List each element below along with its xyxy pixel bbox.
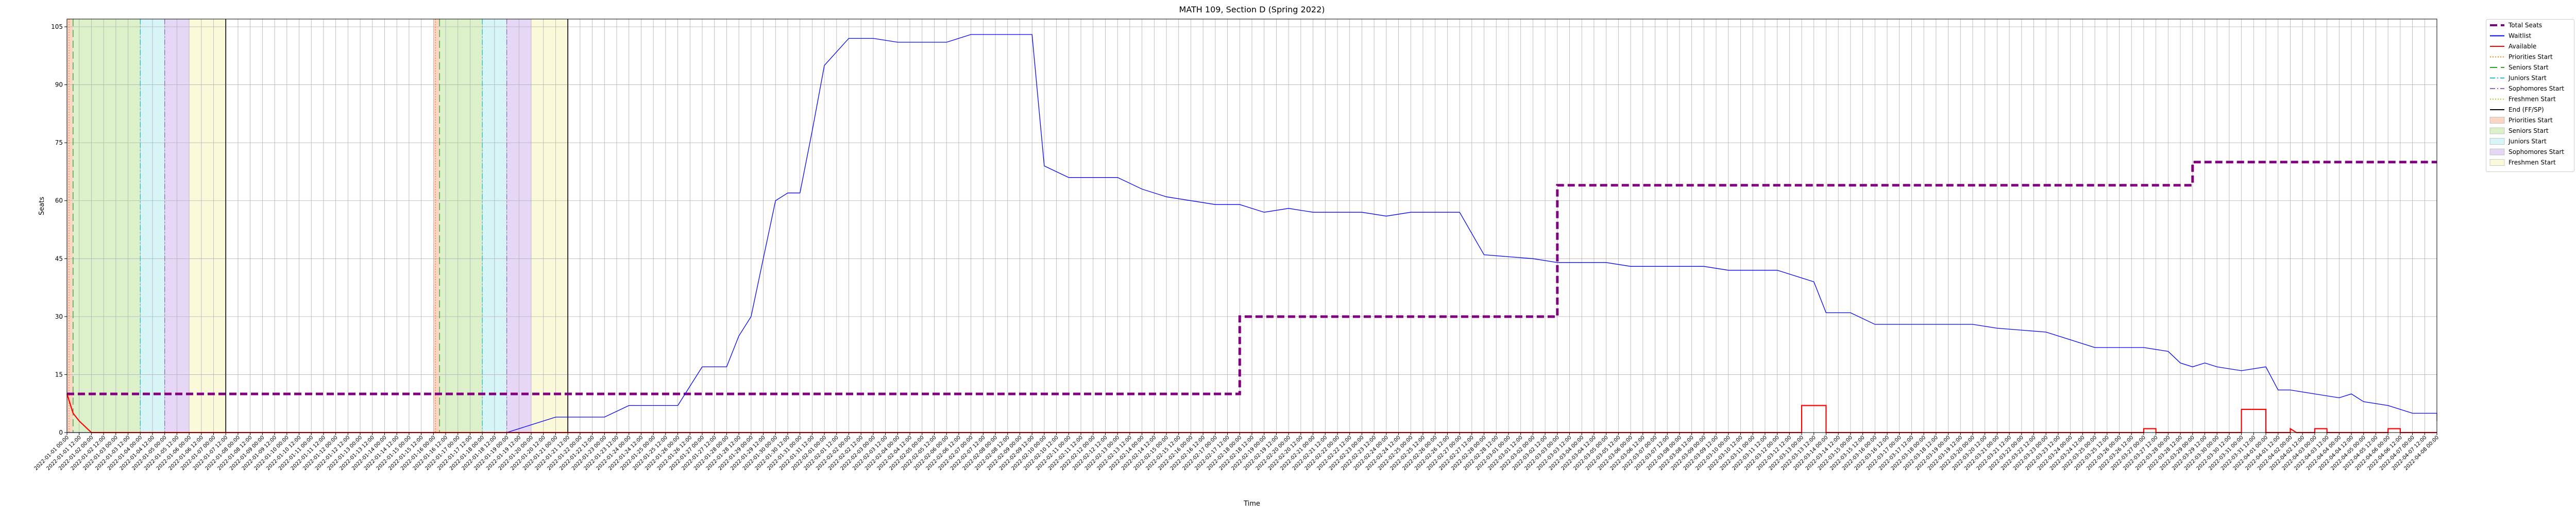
series-line	[67, 161, 2437, 395]
legend-frame	[2486, 19, 2574, 172]
y-tick-label: 30	[55, 313, 63, 320]
legend-swatch	[2489, 138, 2505, 145]
legend-label: Priorities Start	[2509, 117, 2553, 124]
chart-title: MATH 109, Section D (Spring 2022)	[1179, 5, 1325, 14]
legend-label: Freshmen Start	[2509, 159, 2556, 166]
grid	[66, 19, 2437, 433]
legend-label: Priorities Start	[2509, 54, 2553, 61]
legend-label: Seniors Start	[2509, 127, 2549, 134]
phase-band	[189, 19, 226, 433]
legend-swatch	[2489, 148, 2505, 156]
phase-band	[67, 19, 73, 433]
legend-label: Juniors Start	[2508, 75, 2547, 82]
legend-label: Freshmen Start	[2509, 96, 2556, 103]
legend-label: Sophomores Start	[2509, 148, 2564, 156]
y-tick-label: 90	[55, 81, 63, 89]
legend: Total Seats Waitlist Available Priorities S…	[2486, 19, 2574, 172]
y-tick-label: 105	[51, 23, 63, 30]
legend-label: Available	[2509, 43, 2536, 50]
phase-band	[531, 19, 568, 433]
y-tick-label: 0	[59, 429, 63, 436]
x-axis-label: Time	[1243, 500, 1260, 508]
y-axis-label: Seats	[38, 197, 46, 215]
y-tick-label: 45	[55, 255, 63, 262]
legend-swatch	[2489, 159, 2505, 166]
legend-label: End (FF/SP)	[2509, 106, 2544, 113]
y-tick-label: 75	[55, 139, 63, 146]
legend-label: Sophomores Start	[2509, 85, 2564, 92]
legend-label: Total Seats	[2508, 22, 2542, 29]
series-line	[67, 34, 2437, 433]
legend-label: Seniors Start	[2509, 64, 2549, 71]
legend-label: Juniors Start	[2508, 138, 2547, 145]
y-tick-label: 15	[55, 371, 63, 378]
phase-band	[439, 19, 483, 433]
phase-lines	[69, 19, 568, 433]
phase-band	[433, 19, 440, 433]
y-ticks: 0 15 30 45 60 75 90 105	[51, 23, 67, 436]
y-tick-label: 60	[55, 197, 63, 204]
phase-band	[73, 19, 141, 433]
phase-bands	[67, 19, 568, 433]
legend-label: Waitlist	[2509, 32, 2531, 40]
legend-swatch	[2489, 117, 2505, 124]
legend-swatch	[2489, 127, 2505, 134]
